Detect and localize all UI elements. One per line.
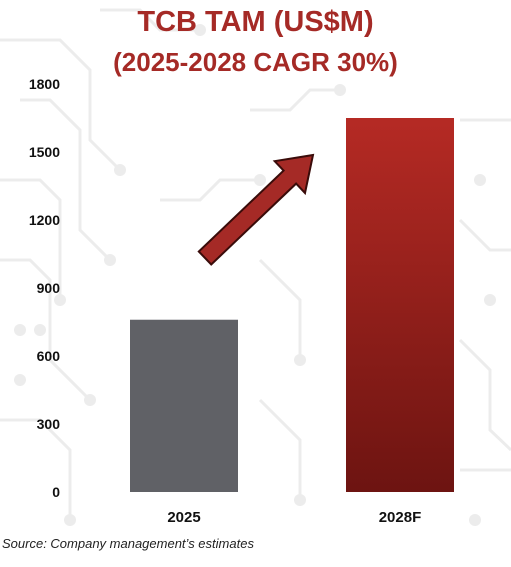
y-tick-label: 1800 <box>29 76 60 92</box>
growth-arrow-icon <box>197 153 315 266</box>
bar-2028f <box>346 118 454 492</box>
y-tick-label: 600 <box>37 348 61 364</box>
y-tick-label: 1500 <box>29 144 60 160</box>
bar-2025 <box>130 319 238 492</box>
x-category-label: 2025 <box>167 509 200 526</box>
y-tick-label: 0 <box>52 484 60 500</box>
chart-title: TCB TAM (US$M) <box>137 6 374 38</box>
x-category-label: 2028F <box>379 509 422 526</box>
source-note: Source: Company management’s estimates <box>2 536 254 551</box>
chart-subtitle: (2025-2028 CAGR 30%) <box>113 47 398 77</box>
y-tick-label: 900 <box>37 280 61 296</box>
y-tick-label: 300 <box>37 416 61 432</box>
y-tick-label: 1200 <box>29 212 60 228</box>
